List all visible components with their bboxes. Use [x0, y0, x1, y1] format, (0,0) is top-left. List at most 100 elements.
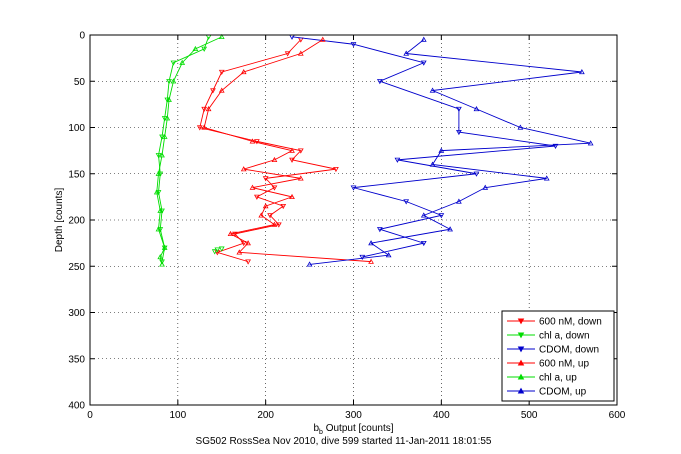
series-0 — [196, 37, 339, 265]
x-tick-label: 0 — [87, 410, 93, 421]
data-point — [350, 42, 357, 48]
legend-label: 600 nM, down — [539, 317, 602, 328]
data-point — [319, 36, 326, 42]
series-layer — [153, 33, 594, 267]
data-point — [157, 171, 164, 177]
data-point — [179, 59, 186, 65]
ticks: 0 100 200 300 400 500 600 0 50 100 150 200 250 300 350… — [68, 31, 625, 422]
data-point — [201, 124, 208, 130]
legend-label: CDOM, down — [539, 345, 599, 356]
data-point — [155, 190, 162, 196]
data-point — [280, 203, 287, 210]
data-point — [227, 230, 234, 237]
data-point — [254, 139, 260, 145]
data-point — [201, 46, 208, 52]
legend-entry: chl a, down — [507, 331, 590, 342]
legend: 600 nM, down chl a, down CDOM, down 600 nM,… — [501, 310, 615, 402]
series-2 — [289, 34, 559, 261]
data-point — [170, 60, 177, 66]
data-point — [376, 79, 383, 85]
data-point — [232, 231, 238, 237]
y-tick-label: 0 — [79, 31, 85, 42]
data-point — [166, 79, 172, 85]
data-point — [240, 166, 247, 172]
data-point — [297, 50, 304, 56]
legend-entry: chl a, up — [507, 373, 577, 384]
data-point — [267, 213, 273, 219]
legend-marker — [517, 359, 525, 366]
data-point — [164, 115, 171, 121]
series-line — [158, 36, 209, 262]
data-point — [254, 194, 260, 200]
data-point — [201, 106, 208, 113]
data-point — [249, 184, 256, 190]
y-tick-label: 250 — [68, 262, 85, 273]
legend-marker — [517, 387, 525, 394]
y-axis-label: Depth [counts] — [54, 188, 65, 253]
data-point — [473, 171, 480, 177]
y-tick-label: 300 — [68, 308, 85, 319]
data-point — [456, 129, 462, 136]
data-point — [262, 176, 269, 182]
data-point — [164, 97, 171, 103]
y-tick-label: 150 — [68, 169, 85, 180]
legend-marker — [517, 318, 525, 325]
data-point — [376, 227, 383, 233]
data-point — [385, 252, 392, 258]
data-point — [482, 184, 489, 190]
series-5 — [306, 36, 594, 267]
data-point — [552, 143, 559, 150]
data-point — [157, 207, 164, 213]
data-point — [262, 203, 269, 209]
data-point — [271, 156, 278, 163]
data-point — [245, 259, 251, 265]
legend-label: 600 nM, up — [539, 359, 589, 370]
series-line — [291, 36, 556, 258]
data-point — [420, 212, 427, 218]
data-point — [271, 185, 278, 191]
data-point — [218, 246, 225, 252]
data-point — [240, 68, 247, 75]
data-point — [153, 189, 160, 195]
data-point — [289, 147, 295, 153]
y-tick-label: 200 — [68, 216, 85, 227]
data-point — [157, 253, 164, 260]
data-point — [159, 152, 165, 158]
legend-label: chl a, up — [539, 373, 577, 384]
data-point — [214, 250, 221, 256]
data-point — [438, 213, 445, 219]
series-3 — [201, 36, 374, 264]
data-point — [240, 240, 247, 247]
legend-label: chl a, down — [539, 331, 590, 342]
legend-entry: CDOM, up — [507, 387, 587, 398]
data-point — [420, 36, 427, 42]
data-point — [394, 157, 401, 163]
data-point — [429, 87, 436, 93]
legend-entry: 600 nM, up — [507, 359, 589, 370]
data-point — [161, 133, 168, 139]
figure-caption: SG502 RossSea Nov 2010, dive 599 started… — [196, 436, 492, 447]
x-tick-label: 100 — [169, 410, 186, 421]
x-tick-label: 400 — [433, 410, 450, 421]
data-point — [438, 147, 445, 153]
x-tick-label: 600 — [609, 410, 626, 421]
data-point — [350, 185, 357, 191]
data-point — [368, 258, 374, 264]
data-point — [155, 153, 162, 159]
data-point — [289, 193, 295, 200]
legend-entry: CDOM, down — [507, 345, 599, 356]
data-point — [159, 259, 165, 265]
data-point — [271, 221, 278, 227]
data-point — [275, 222, 282, 228]
x-tick-label: 500 — [521, 410, 538, 421]
data-point — [159, 261, 165, 267]
data-point — [587, 140, 594, 146]
data-point — [155, 170, 162, 176]
y-tick-label: 400 — [68, 401, 85, 412]
data-point — [447, 226, 453, 232]
y-tick-label: 100 — [68, 123, 85, 134]
data-point — [403, 199, 410, 205]
data-point — [403, 50, 410, 56]
series-line — [309, 39, 591, 265]
